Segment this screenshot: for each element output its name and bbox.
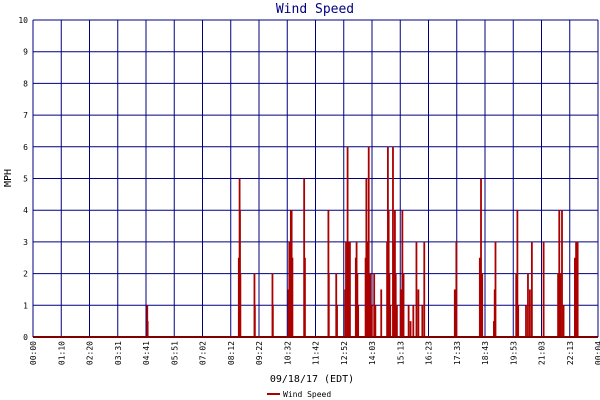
wind-bar (481, 273, 484, 337)
x-tick-label: 22:13 (566, 341, 575, 365)
x-tick-label: 16:23 (425, 341, 434, 365)
y-tick-label: 4 (23, 206, 28, 215)
wind-bar (366, 241, 369, 337)
wind-bar (374, 305, 377, 337)
x-tick-labels: 00:00 01:10 02:20 03:31 04:41 05:51 07:02 08:12… (29, 341, 600, 365)
grid-lines (32, 19, 599, 338)
wind-bar (412, 305, 415, 337)
x-tick-label: 00:00 (29, 341, 38, 365)
chart-title: Wind Speed (276, 2, 354, 17)
legend-label: Wind Speed (283, 390, 331, 399)
x-tick-label: 12:52 (340, 341, 349, 365)
y-tick-label: 7 (23, 111, 28, 120)
x-tick-label: 17:33 (453, 341, 462, 365)
wind-bar (291, 257, 294, 337)
legend: Wind Speed (267, 390, 331, 399)
wind-bar (239, 273, 242, 337)
y-axis-label: MPH (3, 169, 14, 187)
x-tick-label: 05:51 (170, 341, 179, 365)
x-tick-label: 14:03 (368, 341, 377, 365)
wind-bar (336, 305, 338, 337)
x-axis-label: 09/18/17 (EDT) (270, 374, 354, 385)
wind-bar (530, 241, 533, 337)
x-tick-label: 21:03 (538, 341, 547, 365)
wind-bar (415, 241, 418, 337)
wind-bar (146, 321, 149, 337)
y-tick-label: 6 (23, 143, 28, 152)
wind-bar (271, 305, 274, 337)
x-tick-label: 11:42 (312, 341, 321, 365)
wind-bar (394, 273, 397, 337)
x-tick-label: 19:53 (509, 341, 518, 365)
y-tick-label: 9 (23, 48, 28, 57)
wind-bar (409, 321, 412, 337)
wind-bar (527, 273, 529, 337)
y-tick-label: 10 (18, 16, 28, 25)
wind-bar (525, 305, 527, 337)
wind-bar (357, 305, 360, 337)
x-tick-label: 04:41 (142, 341, 151, 365)
wind-bar (562, 305, 565, 337)
bars-group (146, 146, 579, 337)
wind-bar (558, 210, 561, 337)
y-tick-labels: 0 1 2 3 4 5 6 7 8 9 10 (18, 16, 28, 342)
wind-bar (517, 305, 520, 337)
wind-bar (370, 305, 373, 337)
x-tick-label: 09:22 (255, 341, 264, 365)
plot-frame (32, 20, 599, 338)
wind-bar (559, 273, 562, 337)
y-tick-label: 0 (23, 333, 28, 342)
wind-bar (253, 305, 256, 337)
wind-bar (399, 289, 402, 337)
y-tick-label: 3 (23, 238, 28, 247)
wind-bar (417, 289, 420, 337)
wind-bar (347, 241, 350, 337)
y-tick-label: 2 (23, 270, 28, 279)
wind-bar (529, 289, 531, 337)
y-tick-label: 5 (23, 175, 28, 184)
wind-bar (478, 257, 481, 337)
wind-bar (561, 210, 563, 337)
x-tick-label: 18:43 (481, 341, 490, 365)
x-tick-label: 01:10 (57, 341, 66, 365)
wind-bar (345, 241, 347, 337)
wind-bar (480, 178, 482, 337)
wind-bar (516, 210, 519, 337)
wind-bar (423, 241, 426, 337)
wind-bar (373, 273, 376, 337)
wind-bar (369, 273, 372, 337)
wind-bar (392, 146, 394, 337)
wind-bar (402, 273, 405, 337)
x-tick-label: 10:32 (283, 341, 292, 365)
wind-bar (349, 241, 351, 337)
x-tick-label: 00:04 (594, 341, 600, 365)
x-tick-label: 02:20 (86, 341, 95, 365)
wind-bar (395, 305, 398, 337)
y-tick-label: 8 (23, 79, 28, 88)
wind-bar (515, 273, 518, 337)
wind-bar (421, 305, 424, 337)
wind-bar (494, 241, 497, 337)
wind-bar (304, 257, 306, 337)
wind-bar (453, 289, 456, 337)
wind-bar (542, 241, 545, 337)
wind-bar (407, 305, 410, 337)
wind-bar (389, 305, 392, 337)
wind-bar (455, 241, 458, 337)
y-tick-label: 1 (23, 301, 28, 310)
wind-bar (576, 241, 579, 337)
wind-bar (574, 257, 576, 337)
wind-bar (327, 273, 330, 337)
wind-bar (401, 210, 404, 337)
x-tick-label: 08:12 (227, 341, 236, 365)
x-tick-label: 15:13 (396, 341, 405, 365)
wind-bar (557, 273, 559, 337)
wind-bar (367, 146, 370, 337)
x-tick-label: 03:31 (114, 341, 123, 365)
x-tick-label: 07:02 (199, 341, 208, 365)
wind-bar (380, 289, 383, 337)
